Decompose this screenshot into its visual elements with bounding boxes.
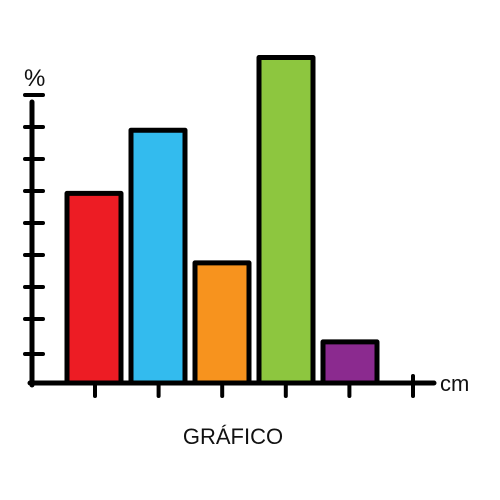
bar-1 [64, 190, 124, 386]
bar-3 [192, 260, 252, 386]
y-axis-label: % [24, 65, 45, 92]
bars [64, 55, 380, 386]
bar-5 [320, 339, 380, 386]
bar-4 [256, 55, 316, 386]
bar-2 [128, 127, 188, 386]
chart-title: GRÁFICO [183, 424, 283, 449]
x-axis-label: cm [440, 371, 469, 396]
